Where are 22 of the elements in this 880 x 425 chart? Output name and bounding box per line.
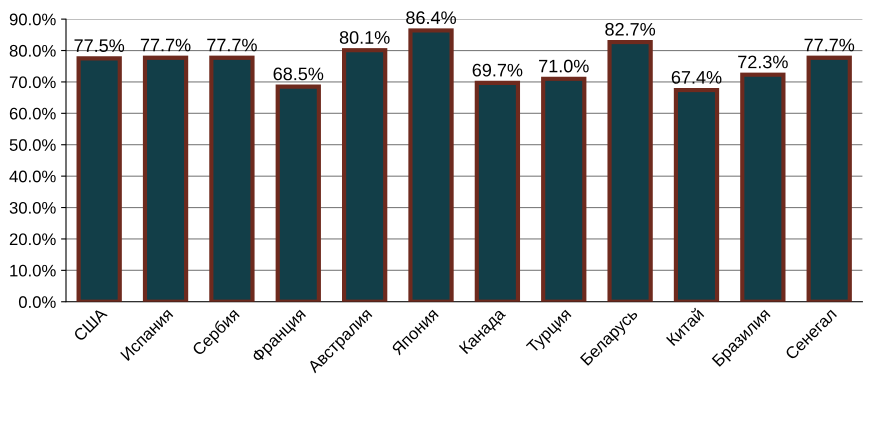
data-label: 71.0% — [539, 60, 589, 72]
data-label: 80.1% — [340, 31, 390, 44]
y-tick-label: 70.0% — [10, 76, 56, 88]
data-label: 68.5% — [274, 68, 324, 80]
y-tick-label: 40.0% — [9, 170, 56, 182]
data-label: 67.4% — [672, 70, 722, 84]
data-label: 69.7% — [472, 64, 522, 77]
data-label: 72.3% — [738, 56, 788, 68]
y-tick-label: 50.0% — [10, 139, 56, 151]
data-label: 77.7% — [140, 38, 191, 52]
data-label: 77.5% — [74, 39, 124, 52]
data-label: 77.7% — [207, 38, 257, 52]
y-tick-label: 10.0% — [10, 264, 56, 277]
data-label: 82.7% — [605, 22, 656, 36]
data-label: 86.4% — [406, 11, 456, 24]
y-tick-label: 0.0% — [18, 296, 56, 308]
y-tick-label: 90.0% — [10, 14, 56, 26]
y-tick-label: 80.0% — [10, 44, 56, 57]
y-tick-label: 30.0% — [10, 202, 56, 214]
y-tick-label: 20.0% — [10, 233, 56, 246]
data-label: 77.7% — [804, 38, 854, 52]
y-tick-label: 60.0% — [10, 108, 56, 120]
